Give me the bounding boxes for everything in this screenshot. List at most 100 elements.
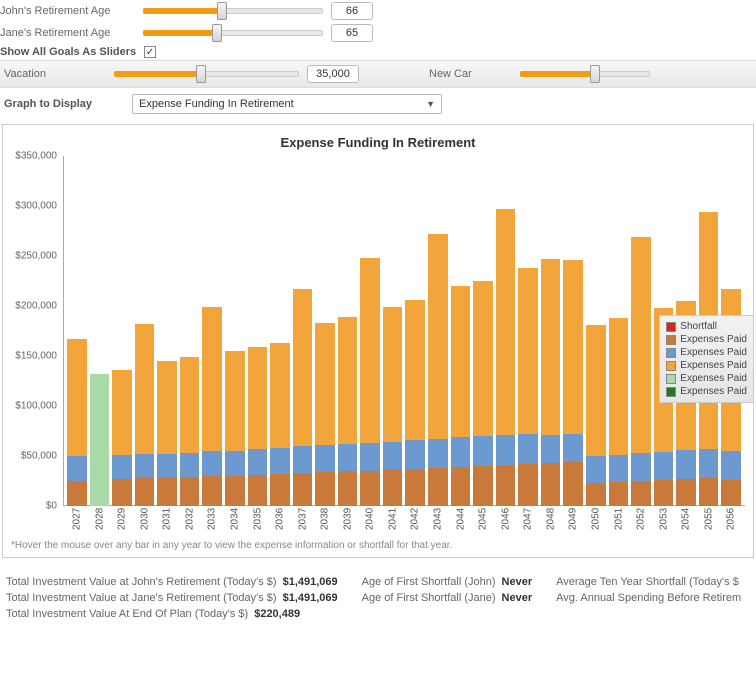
y-tick-label: $150,000 (11, 351, 57, 362)
chart-bar[interactable] (338, 156, 358, 506)
show-sliders-checkbox[interactable]: ✓ (144, 46, 156, 58)
chart-bar[interactable] (248, 156, 268, 506)
chart-bar[interactable] (383, 156, 403, 506)
chart-footnote: *Hover the mouse over any bar in any yea… (11, 540, 745, 551)
x-tick-label: 2035 (248, 506, 268, 536)
summary-section: Total Investment Value at John's Retirem… (0, 560, 756, 622)
chart-bar[interactable] (202, 156, 222, 506)
summary-row: Age of First Shortfall (John)Never (362, 574, 532, 590)
y-tick-label: $100,000 (11, 401, 57, 412)
chart-bar[interactable] (90, 156, 110, 506)
chart-container: Expense Funding In Retirement $0$50,000$… (2, 124, 754, 558)
summary-row: Total Investment Value at John's Retirem… (6, 574, 338, 590)
x-tick-label: 2054 (676, 506, 696, 536)
x-tick-label: 2048 (541, 506, 561, 536)
chart-plot[interactable]: $0 $50,000 $100,000 $150,000 $200,000 $250,00… (11, 156, 745, 536)
x-tick-label: 2036 (270, 506, 290, 536)
legend-item: Expenses Paid (666, 346, 747, 359)
chart-bar[interactable] (563, 156, 583, 506)
legend-item: Expenses Paid (666, 372, 747, 385)
x-tick-label: 2044 (451, 506, 471, 536)
legend-item: Expenses Paid (666, 333, 747, 346)
chart-bar[interactable] (631, 156, 651, 506)
y-tick-label: $250,000 (11, 251, 57, 262)
x-tick-label: 2037 (293, 506, 313, 536)
vacation-value[interactable]: 35,000 (307, 65, 359, 83)
john-age-slider[interactable] (143, 4, 323, 18)
x-tick-label: 2038 (315, 506, 335, 536)
x-tick-label: 2056 (721, 506, 741, 536)
legend-item: Expenses Paid (666, 359, 747, 372)
legend-item: Expenses Paid (666, 385, 747, 398)
chart-bar[interactable] (315, 156, 335, 506)
chart-bar[interactable] (473, 156, 493, 506)
vacation-label: Vacation (4, 68, 46, 80)
x-tick-label: 2045 (473, 506, 493, 536)
x-tick-label: 2028 (90, 506, 110, 536)
y-tick-label: $300,000 (11, 201, 57, 212)
x-tick-label: 2040 (360, 506, 380, 536)
chart-bar[interactable] (67, 156, 87, 506)
chart-title: Expense Funding In Retirement (11, 135, 745, 150)
x-tick-label: 2033 (202, 506, 222, 536)
chart-bar[interactable] (360, 156, 380, 506)
x-tick-label: 2034 (225, 506, 245, 536)
john-age-label: John's Retirement Age (0, 5, 135, 17)
x-tick-label: 2042 (405, 506, 425, 536)
y-tick-label: $50,000 (11, 451, 57, 462)
jane-age-value[interactable]: 65 (331, 24, 373, 42)
summary-row: Total Investment Value at Jane's Retirem… (6, 590, 338, 606)
chart-bar[interactable] (135, 156, 155, 506)
jane-age-label: Jane's Retirement Age (0, 27, 135, 39)
chart-bar[interactable] (609, 156, 629, 506)
chart-bar[interactable] (293, 156, 313, 506)
chart-bar[interactable] (112, 156, 132, 506)
x-tick-label: 2051 (609, 506, 629, 536)
x-tick-label: 2046 (496, 506, 516, 536)
chevron-down-icon: ▼ (426, 99, 435, 109)
x-tick-label: 2053 (654, 506, 674, 536)
summary-row: Total Investment Value At End Of Plan (T… (6, 606, 338, 622)
x-tick-label: 2031 (157, 506, 177, 536)
graph-select-value: Expense Funding In Retirement (139, 98, 294, 110)
chart-bar[interactable] (270, 156, 290, 506)
summary-row: Average Ten Year Shortfall (Today's $ (556, 574, 741, 590)
graph-select-label: Graph to Display (4, 98, 124, 110)
summary-row: Age of First Shortfall (Jane)Never (362, 590, 532, 606)
chart-bar[interactable] (451, 156, 471, 506)
chart-bar[interactable] (496, 156, 516, 506)
y-tick-label: $0 (11, 501, 57, 512)
chart-bar[interactable] (180, 156, 200, 506)
john-age-value[interactable]: 66 (331, 2, 373, 20)
x-tick-label: 2027 (67, 506, 87, 536)
newcar-label: New Car (429, 68, 472, 80)
chart-bar[interactable] (225, 156, 245, 506)
jane-age-slider[interactable] (143, 26, 323, 40)
chart-bar[interactable] (586, 156, 606, 506)
x-tick-label: 2055 (699, 506, 719, 536)
x-tick-label: 2043 (428, 506, 448, 536)
newcar-slider[interactable] (520, 67, 650, 81)
legend-item: Shortfall (666, 320, 747, 333)
show-sliders-label: Show All Goals As Sliders (0, 46, 136, 58)
y-tick-label: $200,000 (11, 301, 57, 312)
chart-bar[interactable] (428, 156, 448, 506)
chart-legend: ShortfallExpenses PaidExpenses PaidExpen… (659, 315, 754, 403)
y-tick-label: $350,000 (11, 151, 57, 162)
x-tick-label: 2041 (383, 506, 403, 536)
x-tick-label: 2039 (338, 506, 358, 536)
x-tick-label: 2049 (563, 506, 583, 536)
x-tick-label: 2052 (631, 506, 651, 536)
x-tick-label: 2047 (518, 506, 538, 536)
chart-bar[interactable] (541, 156, 561, 506)
chart-bar[interactable] (405, 156, 425, 506)
x-tick-label: 2032 (180, 506, 200, 536)
summary-row: Avg. Annual Spending Before Retirem (556, 590, 741, 606)
chart-bar[interactable] (518, 156, 538, 506)
chart-bar[interactable] (157, 156, 177, 506)
graph-select-dropdown[interactable]: Expense Funding In Retirement ▼ (132, 94, 442, 114)
vacation-slider[interactable] (114, 67, 299, 81)
x-tick-label: 2030 (135, 506, 155, 536)
x-tick-label: 2050 (586, 506, 606, 536)
x-tick-label: 2029 (112, 506, 132, 536)
